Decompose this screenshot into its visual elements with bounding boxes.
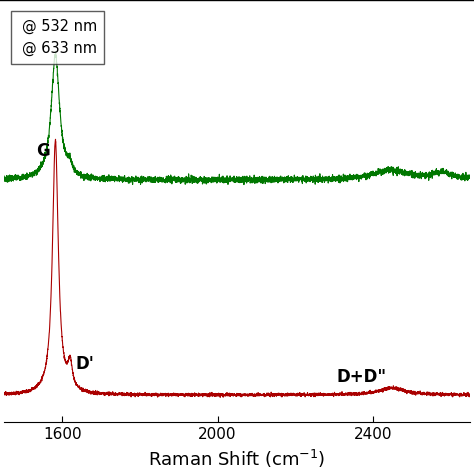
Text: G: G <box>36 143 50 161</box>
Text: D': D' <box>76 356 95 374</box>
Legend: @ 532 nm, @ 633 nm: @ 532 nm, @ 633 nm <box>11 11 104 64</box>
X-axis label: Raman Shift (cm$^{-1}$): Raman Shift (cm$^{-1}$) <box>148 448 326 470</box>
Text: D+D": D+D" <box>336 368 386 386</box>
